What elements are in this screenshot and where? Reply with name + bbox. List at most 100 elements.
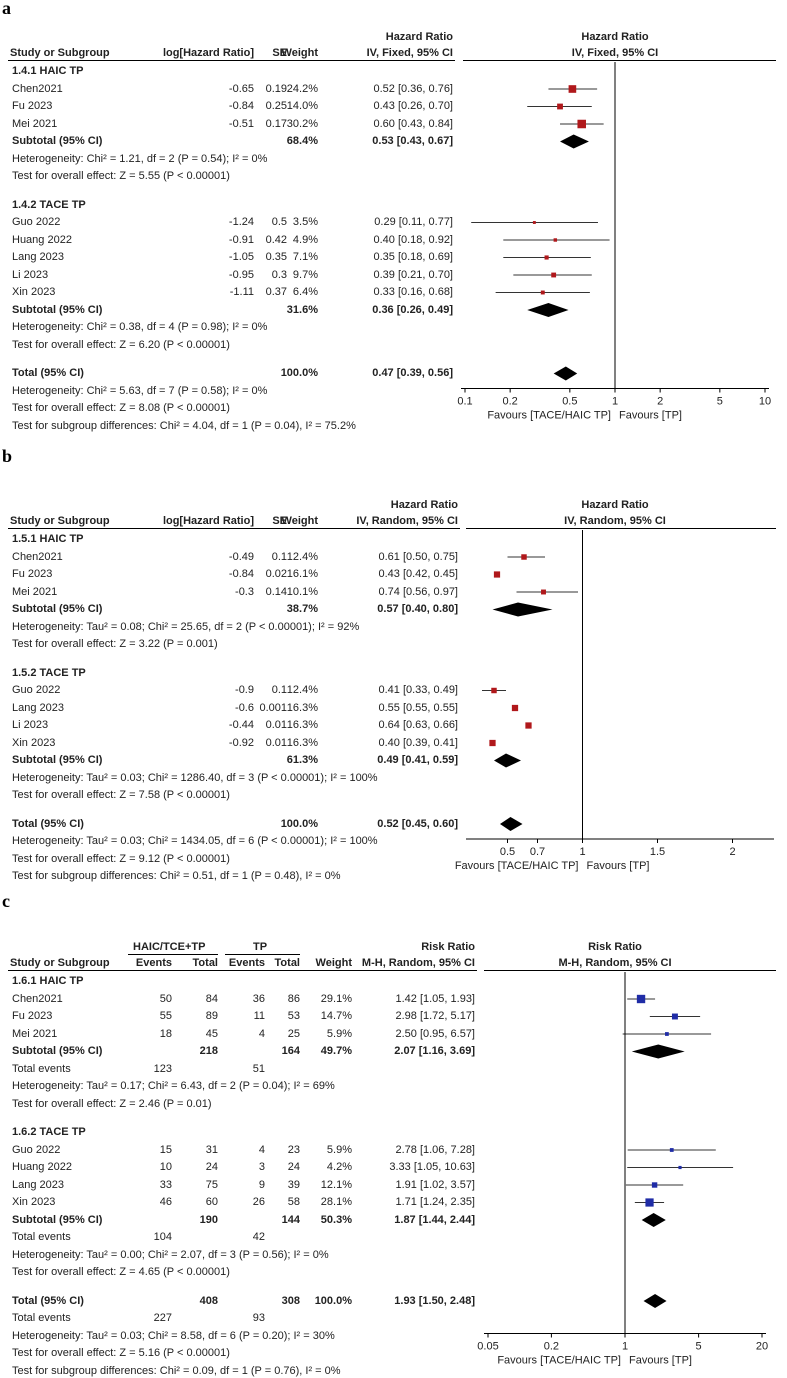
overall-effect-ci: 1.93 [1.50, 2.48]	[394, 1294, 475, 1307]
se-value: 0.14	[265, 585, 287, 598]
x-tick-label: 5	[717, 396, 723, 408]
plot-header-top: Risk Ratio	[588, 941, 642, 953]
study-effect-ci: 0.35 [0.18, 0.69]	[373, 251, 453, 263]
overall-total-exp: 408	[199, 1294, 218, 1307]
subgroup-title: 1.5.1 HAIC TP	[12, 533, 84, 545]
se-value: 0.19	[265, 82, 287, 95]
study-weight: 28.1%	[320, 1196, 352, 1208]
log-hr: -0.92	[228, 736, 254, 749]
overall-total-label: Total (95% CI)	[12, 1294, 84, 1307]
subtotal-effect-ci: 0.53 [0.43, 0.67]	[372, 135, 453, 147]
total-ctl: 24	[287, 1161, 300, 1173]
effect-header-top: Hazard Ratio	[385, 31, 453, 43]
total-exp: 24	[205, 1161, 218, 1173]
subgroup-title: 1.4.2 TACE TP	[12, 198, 86, 211]
study-weight: 16.3%	[286, 701, 318, 714]
x-tick-label: 0.2	[503, 396, 518, 408]
study-name: Xin 2023	[12, 1196, 56, 1208]
exp-group-header: HAIC/TCE+TP	[133, 941, 206, 953]
subtotal-diamond	[492, 602, 553, 617]
study-weight: 12.4%	[286, 684, 318, 696]
study-weight: 12.4%	[286, 550, 318, 563]
overall-note: Test for overall effect: Z = 9.12 (P < 0…	[12, 852, 230, 865]
study-name: Mei 2021	[12, 585, 58, 598]
x-tick-label: 0.7	[530, 846, 545, 858]
overall-diamond	[643, 1294, 667, 1308]
log-hr: -1.24	[228, 216, 254, 228]
log-hr: -0.6	[235, 701, 254, 714]
subgroup-title: 1.6.2 TACE TP	[12, 1126, 86, 1138]
effect-square	[541, 589, 546, 595]
study-weight: 10.1%	[286, 585, 318, 598]
subtotal-effect-ci: 2.07 [1.16, 3.69]	[394, 1045, 475, 1057]
overall-events-label: Total events	[12, 1312, 71, 1324]
effect-square	[540, 290, 545, 295]
overall-note: Heterogeneity: Tau² = 0.03; Chi² = 1434.…	[12, 835, 378, 847]
total-ctl: 25	[287, 1027, 300, 1040]
study-effect-ci: 0.60 [0.43, 0.84]	[373, 117, 453, 130]
subtotal-effect-ci: 0.36 [0.26, 0.49]	[372, 303, 453, 316]
subtotal-effect-ci: 0.49 [0.41, 0.59]	[377, 754, 458, 766]
overall-note: Heterogeneity: Tau² = 0.03; Chi² = 8.58,…	[12, 1329, 335, 1342]
study-weight: 12.1%	[320, 1178, 352, 1191]
weight-header: Weight	[281, 47, 318, 59]
se-value: 0.1	[271, 550, 287, 563]
subtotal-diamond	[494, 753, 521, 768]
study-effect-ci: 0.40 [0.18, 0.92]	[373, 233, 453, 246]
study-name: Lang 2023	[12, 1178, 64, 1191]
subgroup-note: Heterogeneity: Chi² = 1.21, df = 2 (P = …	[12, 152, 268, 165]
favours-right-label: Favours [TP]	[587, 860, 650, 872]
subgroup-note: Test for overall effect: Z = 3.22 (P = 0…	[12, 638, 218, 650]
log-hr: -0.9	[235, 684, 254, 696]
study-name: Mei 2021	[12, 117, 58, 130]
study-effect-ci: 3.33 [1.05, 10.63]	[389, 1161, 475, 1173]
study-weight: 4.2%	[326, 1161, 352, 1173]
total-events-ctl: 42	[252, 1231, 265, 1243]
subgroup-title: 1.5.2 TACE TP	[12, 666, 86, 679]
study-effect-ci: 0.52 [0.36, 0.76]	[373, 82, 453, 95]
effect-header-top: Risk Ratio	[421, 941, 475, 953]
log-hr: -0.91	[228, 233, 254, 246]
study-name: Fu 2023	[12, 100, 53, 112]
study-effect-ci: 2.98 [1.72, 5.17]	[395, 1010, 475, 1022]
study-name: Guo 2022	[12, 1143, 61, 1156]
x-tick-label: 0.2	[544, 1341, 559, 1353]
overall-weight: 100.0%	[314, 1294, 352, 1307]
study-weight: 14.0%	[286, 100, 318, 112]
log-header: log[Hazard Ratio]	[162, 515, 254, 527]
study-weight: 16.3%	[286, 736, 318, 749]
subgroup-note: Heterogeneity: Chi² = 0.38, df = 4 (P = …	[12, 321, 268, 333]
events-ctl: 36	[252, 992, 265, 1005]
favours-left-label: Favours [TACE/HAIC TP]	[455, 860, 579, 872]
study-weight: 4.9%	[292, 233, 318, 246]
x-tick-label: 0.1	[457, 396, 472, 408]
study-header: Study or Subgroup	[10, 47, 110, 59]
forest-plot-panel-c: c HAIC/TCE+TP TP Risk Ratio Risk Ratio Study …	[0, 891, 787, 1377]
study-effect-ci: 0.43 [0.42, 0.45]	[378, 568, 458, 580]
x-tick-label: 2	[729, 846, 735, 858]
study-name: Lang 2023	[12, 701, 64, 714]
effect-square	[651, 1182, 658, 1188]
events-exp: 46	[159, 1196, 172, 1208]
study-name: Huang 2022	[12, 1161, 72, 1173]
effect-square	[568, 85, 577, 93]
se-value: 0.01	[265, 719, 287, 731]
events-exp: 50	[159, 992, 172, 1005]
se-value: 0.35	[265, 251, 287, 263]
study-weight: 14.7%	[320, 1010, 352, 1022]
total-exp: 75	[205, 1178, 218, 1191]
events-ctl: 3	[258, 1161, 265, 1173]
subtotal-total-ctl: 164	[281, 1045, 300, 1057]
total-exp: 45	[205, 1027, 218, 1040]
study-effect-ci: 2.78 [1.06, 7.28]	[395, 1143, 475, 1156]
subgroup-note: Heterogeneity: Tau² = 0.00; Chi² = 2.07,…	[12, 1248, 329, 1261]
subgroup-note: Test for overall effect: Z = 5.55 (P < 0…	[12, 170, 230, 182]
se-header: SE	[272, 47, 287, 59]
log-hr: -1.05	[228, 251, 254, 263]
weight-header: Weight	[281, 515, 318, 527]
header-rule-left	[8, 528, 460, 529]
x-tick-label: 1.5	[650, 846, 665, 858]
effect-square	[553, 238, 558, 242]
favours-left-label: Favours [TACE/HAIC TP]	[497, 1355, 621, 1367]
total-events-label: Total events	[12, 1062, 71, 1075]
